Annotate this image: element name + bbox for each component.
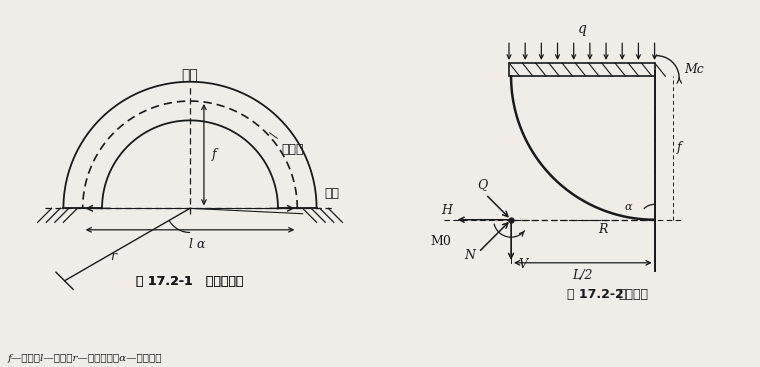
Text: f: f xyxy=(677,141,682,155)
Text: L/2: L/2 xyxy=(572,269,593,282)
Text: 图 17.2-1   圆弧无铰拱: 图 17.2-1 圆弧无铰拱 xyxy=(136,275,244,288)
Text: M0: M0 xyxy=(431,235,451,248)
Text: 拱顶: 拱顶 xyxy=(182,68,198,82)
Text: R: R xyxy=(598,224,607,236)
Text: f: f xyxy=(211,148,216,161)
Text: f—矢高；l—跨度；r—圆弧半径；α—半弧心角: f—矢高；l—跨度；r—圆弧半径；α—半弧心角 xyxy=(8,354,162,363)
Text: 图 17.2-2: 图 17.2-2 xyxy=(568,288,624,301)
Text: q: q xyxy=(578,22,586,36)
Text: 图 17.2-1   圆弧无铰拱: 图 17.2-1 圆弧无铰拱 xyxy=(136,275,244,288)
Text: α: α xyxy=(196,239,205,251)
Text: V: V xyxy=(518,258,527,271)
Text: r: r xyxy=(109,250,116,264)
Bar xyxy=(509,63,654,76)
Text: l: l xyxy=(188,239,192,251)
Text: Mc: Mc xyxy=(684,63,704,76)
Text: α: α xyxy=(625,201,632,211)
Text: 拱轴线: 拱轴线 xyxy=(270,133,304,156)
Text: N: N xyxy=(464,249,476,262)
Text: H: H xyxy=(441,204,451,217)
Text: 拱身内力: 拱身内力 xyxy=(619,288,649,301)
Text: 拱脚: 拱脚 xyxy=(324,187,339,200)
Text: Q: Q xyxy=(477,178,487,191)
